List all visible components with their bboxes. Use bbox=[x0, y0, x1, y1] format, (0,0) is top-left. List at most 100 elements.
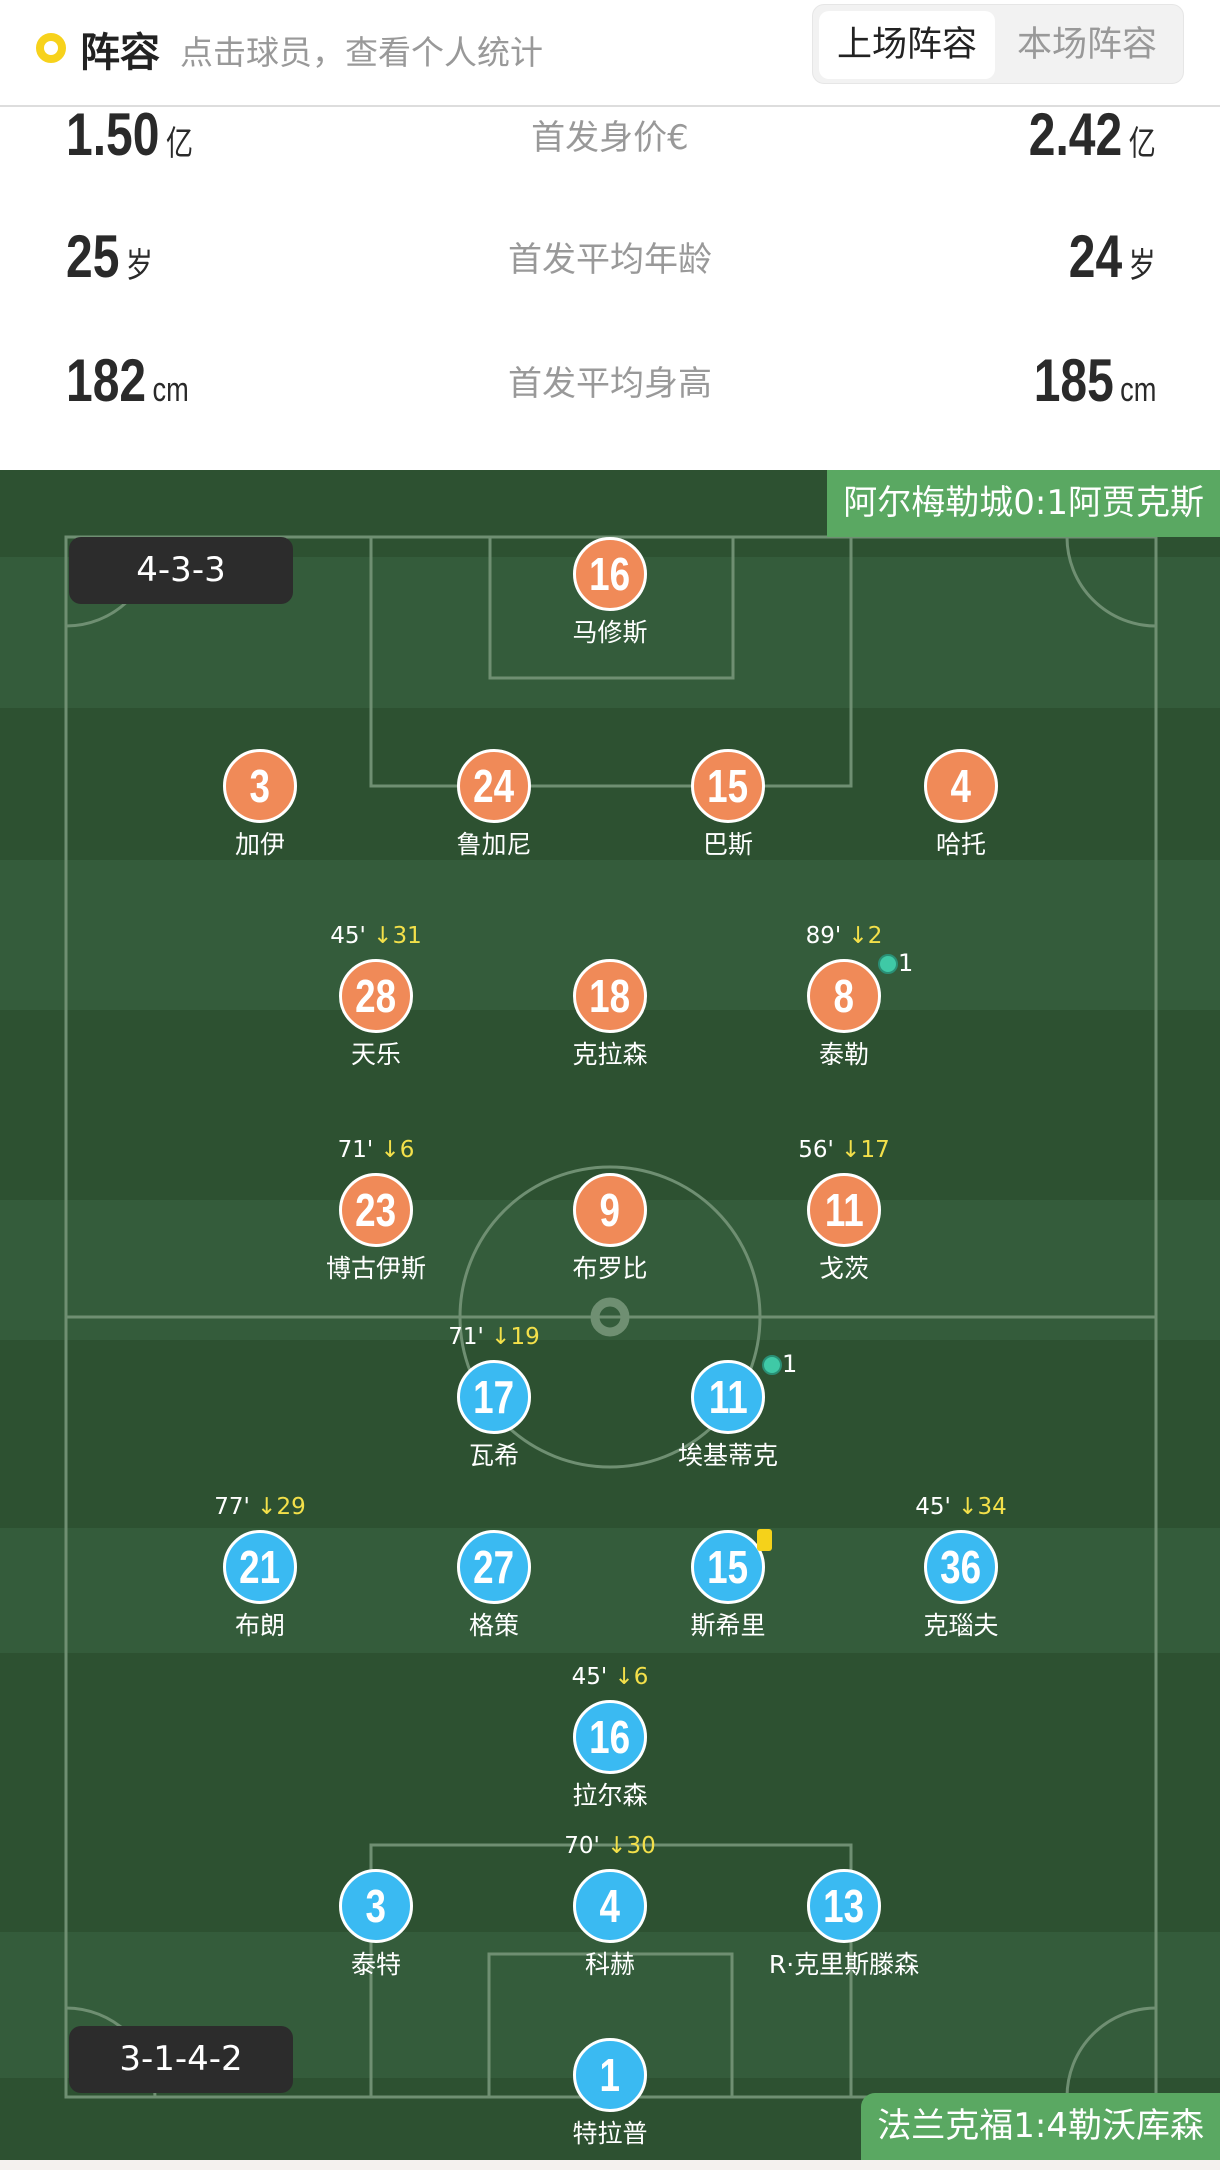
player-number-badge[interactable]: 11 bbox=[691, 1360, 765, 1434]
player-number-badge[interactable]: 3 bbox=[339, 1869, 413, 1943]
home-formation: 4-3-3 bbox=[69, 537, 293, 604]
sub-in-number: 34 bbox=[977, 1494, 1007, 1520]
player-number-badge[interactable]: 17 bbox=[457, 1360, 531, 1434]
away-formation: 3-1-4-2 bbox=[69, 2026, 293, 2093]
player-away[interactable]: 45' ↓6 16 拉尔森 bbox=[510, 1664, 710, 1812]
player-number: 24 bbox=[473, 760, 515, 812]
yellow-card-icon bbox=[757, 1529, 772, 1551]
player-home[interactable]: 9 布罗比 bbox=[510, 1173, 710, 1285]
player-number: 4 bbox=[599, 1880, 621, 1932]
player-number-badge[interactable]: 3 bbox=[223, 749, 297, 823]
player-number-badge[interactable]: 11 bbox=[807, 1173, 881, 1247]
goal-count: 1 bbox=[782, 1350, 798, 1378]
sub-in-number: 19 bbox=[510, 1324, 540, 1350]
player-number: 3 bbox=[249, 760, 271, 812]
player-number-badge[interactable]: 1 bbox=[573, 2038, 647, 2112]
football-icon bbox=[762, 1355, 782, 1375]
player-number: 11 bbox=[708, 1371, 748, 1423]
section-subtitle: 点击球员，查看个人统计 bbox=[180, 33, 543, 72]
sub-arrow-icon: ↓ bbox=[848, 923, 868, 949]
player-number-badge[interactable]: 15 bbox=[691, 1529, 772, 1604]
player-name: 哈托 bbox=[935, 830, 986, 859]
sub-minute: 89' bbox=[805, 923, 842, 949]
sub-arrow-icon: ↓ bbox=[257, 1494, 277, 1520]
player-number-badge[interactable]: 24 bbox=[457, 749, 531, 823]
sub-arrow-icon: ↓ bbox=[491, 1324, 511, 1350]
player-number: 17 bbox=[473, 1371, 515, 1423]
sub-arrow-icon: ↓ bbox=[607, 1833, 627, 1859]
player-name: 布罗比 bbox=[572, 1254, 648, 1283]
player-number-badge[interactable]: 36 bbox=[924, 1530, 998, 1604]
substitution-info: 56' ↓17 bbox=[744, 1137, 944, 1163]
sub-minute: 71' bbox=[448, 1324, 484, 1350]
goal-count: 1 bbox=[898, 949, 914, 977]
player-number-badge[interactable]: 18 bbox=[573, 959, 647, 1033]
substitution-info: 71' ↓19 bbox=[394, 1324, 594, 1350]
player-name: 斯希里 bbox=[690, 1611, 766, 1640]
sub-minute: 45' bbox=[915, 1494, 951, 1520]
player-home[interactable]: 15 巴斯 bbox=[628, 749, 828, 861]
player-away[interactable]: 27 格策 bbox=[394, 1530, 594, 1642]
substitution-info: 71' ↓6 bbox=[276, 1137, 476, 1163]
player-home[interactable]: 18 克拉森 bbox=[510, 959, 710, 1071]
tab-match-lineup[interactable]: 本场阵容 bbox=[1016, 25, 1157, 65]
player-number: 1 bbox=[599, 2049, 621, 2101]
player-home[interactable]: 56' ↓17 11 戈茨 bbox=[744, 1137, 944, 1285]
player-number-badge[interactable]: 13 bbox=[807, 1869, 881, 1943]
sub-in-number: 6 bbox=[633, 1664, 649, 1690]
player-name: 拉尔森 bbox=[572, 1781, 648, 1810]
player-name: 埃基蒂克 bbox=[677, 1441, 778, 1470]
section-title: 阵容 bbox=[80, 30, 160, 76]
player-away[interactable]: 13 R·克里斯滕森 bbox=[744, 1869, 944, 1981]
player-number-badge[interactable]: 9 bbox=[573, 1173, 647, 1247]
player-number-badge[interactable]: 27 bbox=[457, 1530, 531, 1604]
player-away[interactable]: 15 斯希里 bbox=[628, 1529, 828, 1642]
player-home[interactable]: 89' ↓2 8 1 泰勒 bbox=[744, 923, 944, 1071]
player-away[interactable]: 70' ↓30 4 科赫 bbox=[510, 1833, 710, 1981]
player-away[interactable]: 1 特拉普 bbox=[510, 2038, 710, 2150]
player-number: 18 bbox=[589, 970, 631, 1022]
player-away[interactable]: 3 泰特 bbox=[276, 1869, 476, 1981]
substitution-info: 45' ↓6 bbox=[510, 1664, 710, 1690]
player-number-badge[interactable]: 21 bbox=[223, 1530, 297, 1604]
sub-minute: 45' bbox=[330, 923, 366, 949]
sub-minute: 71' bbox=[337, 1137, 374, 1163]
player-number: 4 bbox=[950, 760, 972, 812]
player-home[interactable]: 16 马修斯 bbox=[510, 537, 710, 649]
player-name: 科赫 bbox=[584, 1950, 635, 1979]
player-number: 16 bbox=[589, 1711, 631, 1763]
player-name: 鲁加尼 bbox=[456, 830, 532, 859]
player-home[interactable]: 45' ↓31 28 天乐 bbox=[276, 923, 476, 1071]
player-number-badge[interactable]: 4 bbox=[573, 1869, 647, 1943]
player-number-badge[interactable]: 15 bbox=[691, 749, 765, 823]
player-number-badge[interactable]: 28 bbox=[339, 959, 413, 1033]
player-away[interactable]: 45' ↓34 36 克瑙夫 bbox=[861, 1494, 1061, 1642]
away-height: 185 cm bbox=[1033, 347, 1156, 414]
player-name: 马修斯 bbox=[572, 618, 648, 647]
player-number-badge[interactable]: 4 bbox=[924, 749, 998, 823]
sub-minute: 56' bbox=[798, 1137, 834, 1163]
player-away[interactable]: 11 1 埃基蒂克 bbox=[628, 1350, 828, 1472]
sub-in-number: 17 bbox=[860, 1137, 890, 1163]
player-number-badge[interactable]: 16 bbox=[573, 1700, 647, 1774]
player-number-badge[interactable]: 16 bbox=[573, 537, 647, 611]
player-name: 戈茨 bbox=[818, 1254, 869, 1283]
player-away[interactable]: 77' ↓29 21 布朗 bbox=[160, 1494, 360, 1642]
player-number: 16 bbox=[589, 548, 631, 600]
player-away[interactable]: 71' ↓19 17 瓦希 bbox=[394, 1324, 594, 1472]
player-number-badge[interactable]: 8 bbox=[807, 959, 881, 1033]
player-home[interactable]: 3 加伊 bbox=[160, 749, 360, 861]
tab-starting-lineup[interactable]: 上场阵容 bbox=[819, 11, 995, 79]
player-name: 巴斯 bbox=[702, 830, 753, 859]
player-number: 21 bbox=[239, 1541, 281, 1593]
away-age: 24 岁 bbox=[1069, 223, 1156, 290]
home-height: 182 cm bbox=[66, 347, 189, 414]
stat-row-value: 1.50 亿 首发身价€ 2.42 亿 bbox=[0, 100, 1220, 190]
player-home[interactable]: 24 鲁加尼 bbox=[394, 749, 594, 861]
player-home[interactable]: 71' ↓6 23 博古伊斯 bbox=[276, 1137, 476, 1285]
player-home[interactable]: 4 哈托 bbox=[861, 749, 1061, 861]
stat-label: 首发平均年龄 bbox=[508, 240, 712, 280]
player-number: 8 bbox=[833, 970, 855, 1022]
player-number-badge[interactable]: 23 bbox=[339, 1173, 413, 1247]
player-name: 泰特 bbox=[350, 1950, 401, 1979]
